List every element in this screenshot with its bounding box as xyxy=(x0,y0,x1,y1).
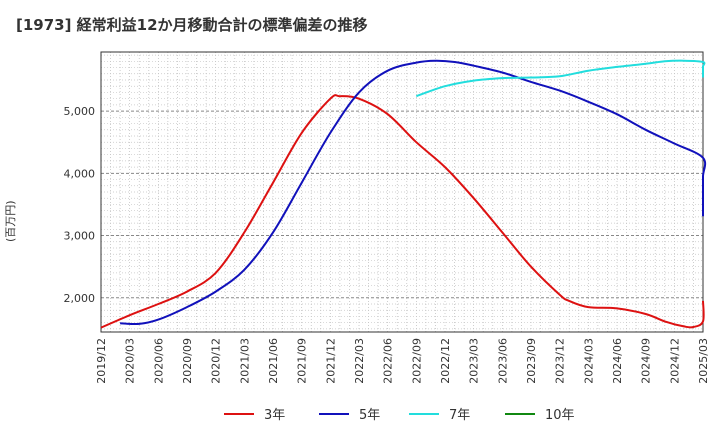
series-line-1 xyxy=(100,94,705,329)
x-tick-label: 2022/03 xyxy=(353,338,366,384)
x-tick-label: 2021/03 xyxy=(238,338,251,384)
x-tick-label: 2023/12 xyxy=(554,338,567,384)
x-tick-label: 2025/03 xyxy=(697,338,710,384)
x-tick-label: 2024/06 xyxy=(611,338,624,384)
chart-title: [1973] 経常利益12か月移動合計の標準偏差の推移 xyxy=(16,16,368,34)
y-tick-label: 5,000 xyxy=(64,105,96,118)
y-tick-label: 2,000 xyxy=(64,292,96,305)
x-tick-label: 2021/09 xyxy=(296,338,309,384)
series-line-3 xyxy=(415,59,706,98)
legend-label-3: 7年 xyxy=(449,408,470,423)
x-tick-label: 2020/03 xyxy=(124,338,137,384)
x-tick-label: 2024/09 xyxy=(640,338,653,384)
x-tick-label: 2019/12 xyxy=(95,338,108,384)
x-tick-label: 2021/12 xyxy=(324,338,337,384)
x-tick-label: 2023/09 xyxy=(525,338,538,384)
y-tick-label: 4,000 xyxy=(64,167,96,180)
series-line-2 xyxy=(120,59,707,326)
legend-label-2: 5年 xyxy=(359,408,380,423)
x-tick-label: 2023/06 xyxy=(496,338,509,384)
x-tick-label: 2024/12 xyxy=(668,338,681,384)
x-tick-label: 2024/03 xyxy=(582,338,595,384)
x-tick-label: 2020/06 xyxy=(152,338,165,384)
x-tick-label: 2020/12 xyxy=(210,338,223,384)
x-tick-label: 2022/09 xyxy=(410,338,423,384)
legend-label-4: 10年 xyxy=(545,408,575,423)
x-tick-label: 2023/03 xyxy=(468,338,481,384)
y-tick-label: 3,000 xyxy=(64,230,96,243)
x-tick-label: 2022/12 xyxy=(439,338,452,384)
x-tick-label: 2020/09 xyxy=(181,338,194,384)
x-tick-label: 2021/06 xyxy=(267,338,280,384)
legend-label-1: 3年 xyxy=(264,408,285,423)
x-tick-label: 2022/06 xyxy=(382,338,395,384)
